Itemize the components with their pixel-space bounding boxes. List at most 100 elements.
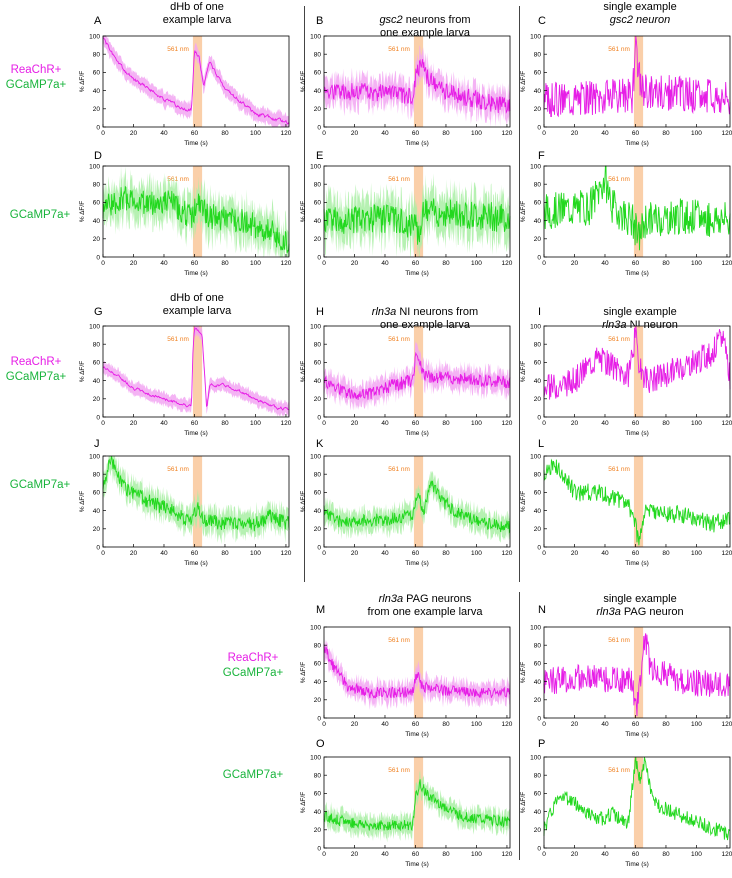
- y-axis-label-D: % ΔF/F: [79, 201, 86, 222]
- x-tick-label: 100: [691, 130, 702, 137]
- x-tick-label: 40: [601, 851, 609, 858]
- trace-G: [102, 326, 290, 411]
- x-tick-label: 60: [191, 130, 199, 137]
- y-tick-label: 20: [314, 827, 322, 834]
- x-tick-label: 60: [632, 851, 640, 858]
- y-tick-label: 100: [310, 33, 321, 40]
- y-tick-label: 80: [93, 342, 101, 349]
- y-tick-label: 40: [93, 508, 101, 515]
- x-tick-label: 20: [130, 420, 138, 427]
- x-axis-label-L: Time (s): [625, 560, 649, 567]
- x-tick-label: 0: [101, 130, 105, 137]
- x-tick-label: 100: [691, 550, 702, 557]
- row-label-3-gcamp: GCaMP7a+: [5, 371, 67, 383]
- axes-box-M: [323, 626, 511, 719]
- x-tick-label: 20: [130, 550, 138, 557]
- panel-letter-H: H: [316, 306, 324, 318]
- panel-letter-P: P: [538, 738, 546, 750]
- axes-box-O: [323, 756, 511, 849]
- axes-box-A: [102, 35, 290, 128]
- y-axis-label-H: % ΔF/F: [300, 361, 307, 382]
- y-tick-label: 20: [93, 526, 101, 533]
- y-tick-label: 80: [534, 52, 542, 59]
- panel-letter-J: J: [94, 438, 100, 450]
- panel-letter-K: K: [316, 438, 324, 450]
- y-axis-label-G: % ΔF/F: [79, 361, 86, 382]
- axes-box-B: [323, 35, 511, 128]
- y-tick-label: 80: [314, 52, 322, 59]
- y-axis-label-B: % ΔF/F: [300, 71, 307, 92]
- panel-letter-D: D: [94, 150, 102, 162]
- trace-H: [323, 351, 511, 400]
- chart-H: 561 nm 0 20 40 60 80 100 120 0 20 40 60 80 100 Time (s…: [300, 323, 513, 437]
- y-tick-label: 60: [534, 360, 542, 367]
- y-tick-label: 20: [314, 526, 322, 533]
- trace-K: [323, 480, 511, 534]
- x-tick-label: 0: [542, 851, 546, 858]
- stim-label-D: 561 nm: [167, 176, 189, 183]
- y-tick-label: 60: [314, 200, 322, 207]
- y-tick-label: 0: [317, 124, 321, 131]
- panel-letter-I: I: [538, 306, 542, 318]
- y-tick-label: 80: [534, 182, 542, 189]
- y-tick-label: 80: [534, 342, 542, 349]
- x-tick-label: 80: [662, 851, 670, 858]
- x-tick-label: 120: [722, 721, 732, 728]
- y-tick-label: 0: [317, 254, 321, 261]
- y-axis-label-L: % ΔF/F: [520, 491, 527, 512]
- y-tick-label: 80: [314, 643, 322, 650]
- x-tick-label: 100: [471, 260, 482, 267]
- axes-box-D: [102, 165, 290, 258]
- row-label-5-reachr: ReaChR+: [227, 652, 279, 664]
- y-tick-label: 100: [310, 624, 321, 631]
- axes-box-F: [543, 165, 731, 258]
- chart-B: 561 nm 0 20 40 60 80 100 120 0 20 40 60 80 100 Time (s…: [300, 33, 513, 147]
- x-tick-label: 80: [662, 550, 670, 557]
- y-axis-label-K: % ΔF/F: [300, 491, 307, 512]
- x-tick-label: 100: [471, 851, 482, 858]
- row-label-5-gcamp: GCaMP7a+: [222, 667, 284, 679]
- col3-title-n-gene: rln3a: [596, 606, 621, 618]
- y-tick-label: 20: [93, 396, 101, 403]
- x-axis-label-E: Time (s): [405, 270, 429, 277]
- y-tick-label: 60: [314, 70, 322, 77]
- x-tick-label: 0: [322, 721, 326, 728]
- x-tick-label: 0: [101, 260, 105, 267]
- x-axis-label-M: Time (s): [405, 731, 429, 738]
- y-tick-label: 80: [314, 773, 322, 780]
- x-tick-label: 60: [632, 420, 640, 427]
- x-tick-label: 0: [542, 260, 546, 267]
- y-tick-label: 40: [534, 88, 542, 95]
- y-tick-label: 0: [537, 544, 541, 551]
- x-tick-label: 60: [632, 260, 640, 267]
- y-tick-label: 0: [537, 124, 541, 131]
- x-tick-label: 120: [502, 260, 513, 267]
- y-tick-label: 40: [314, 218, 322, 225]
- x-tick-label: 0: [542, 130, 546, 137]
- stim-window-H: [413, 326, 424, 417]
- y-axis-label-F: % ΔF/F: [520, 201, 527, 222]
- axes-box-K: [323, 455, 511, 548]
- separator-3: [519, 592, 520, 860]
- y-tick-label: 0: [537, 845, 541, 852]
- x-tick-label: 80: [662, 721, 670, 728]
- y-tick-label: 40: [534, 218, 542, 225]
- y-tick-label: 100: [530, 624, 541, 631]
- x-tick-label: 80: [442, 130, 450, 137]
- x-tick-label: 80: [221, 550, 229, 557]
- y-tick-label: 40: [314, 679, 322, 686]
- y-tick-label: 100: [530, 323, 541, 330]
- row-label-1: ReaChR+ GCaMP7a+: [0, 63, 72, 93]
- y-axis-label-O: % ΔF/F: [300, 792, 307, 813]
- y-tick-label: 40: [93, 88, 101, 95]
- row-label-2: GCaMP7a+: [9, 209, 71, 221]
- x-tick-label: 60: [412, 721, 420, 728]
- x-tick-label: 80: [662, 420, 670, 427]
- x-tick-label: 60: [632, 721, 640, 728]
- col1-title-g-line2: example larva: [162, 305, 232, 317]
- chart-J: 561 nm 0 20 40 60 80 100 120 0 20 40 60 80 100 Time (s…: [79, 453, 292, 567]
- chart-D: 561 nm 0 20 40 60 80 100 120 0 20 40 60 80 100 Time (s…: [79, 163, 292, 277]
- y-tick-label: 60: [314, 661, 322, 668]
- y-tick-label: 40: [314, 508, 322, 515]
